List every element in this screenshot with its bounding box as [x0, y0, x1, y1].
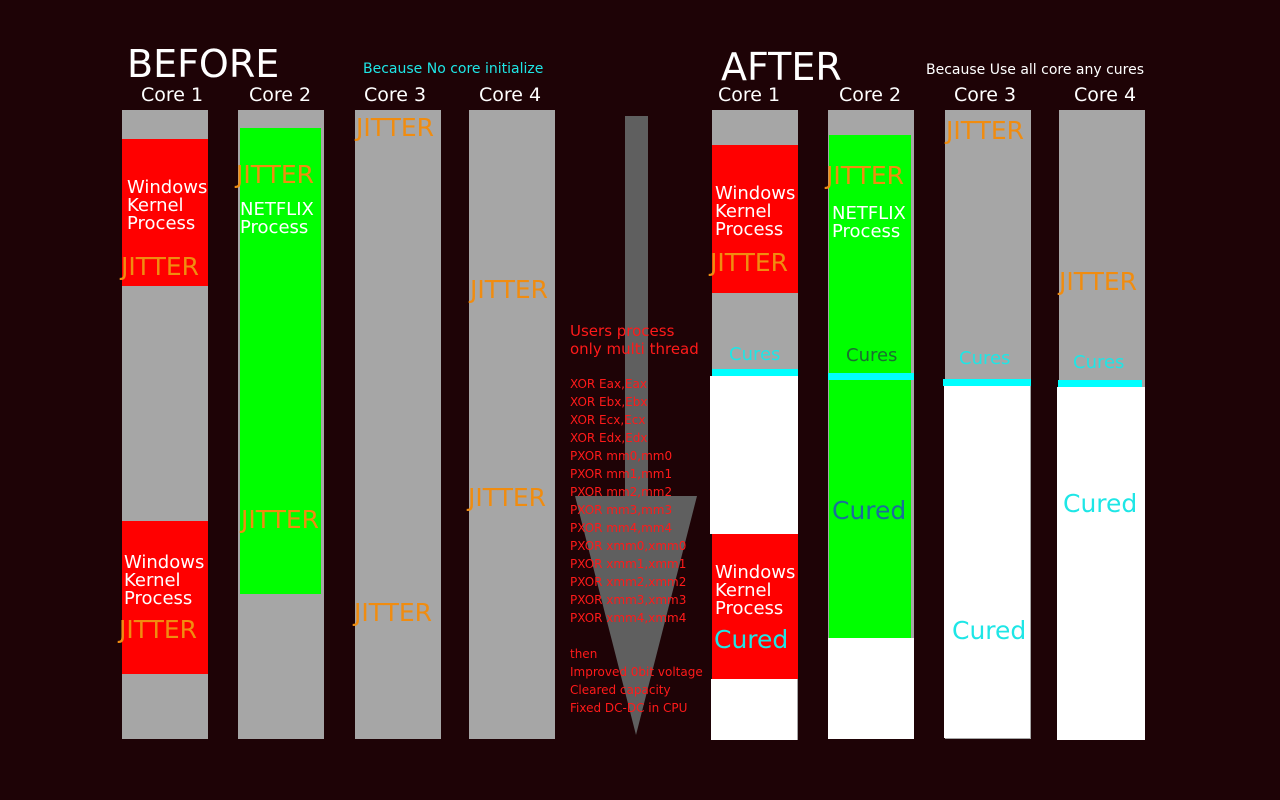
after-core-1-column: Windows Kernel Process JITTER Cures Wind… [710, 110, 798, 740]
after-core-2-cured-block: Cured [829, 380, 911, 638]
result-line: Improved 0bit voltage [570, 665, 703, 679]
cured-label: Cured [832, 496, 907, 525]
after-core-3-cured-block: Cured [944, 386, 1030, 738]
before-core-1-windows-block-top: Windows Kernel Process JITTER [121, 139, 208, 286]
cures-bar [828, 373, 914, 380]
jitter-label: JITTER [468, 483, 547, 512]
after-core-2-column: JITTER NETFLIX Process Cures Cured [826, 110, 914, 739]
jitter-label: JITTER [710, 248, 789, 277]
before-core-1-label: Core 1 [141, 84, 204, 106]
after-core-3-label: Core 3 [954, 84, 1017, 106]
instruction-line: XOR Ecx,Ecx [570, 413, 646, 427]
jitter-label: JITTER [121, 252, 200, 281]
instruction-list: XOR Eax,Eax XOR Ebx,Ebx XOR Ecx,Ecx XOR … [570, 375, 703, 717]
instruction-line: PXOR xmm4,xmm4 [570, 611, 687, 625]
before-core-1-windows-block-bottom: Windows Kernel Process JITTER [119, 521, 208, 674]
then-label: then [570, 647, 598, 661]
jitter-label: JITTER [354, 598, 433, 627]
jitter-label: JITTER [1059, 267, 1138, 296]
after-core-2-netflix-block: JITTER NETFLIX Process Cures [826, 135, 911, 373]
users-process-title: Users process only multi thread [570, 322, 699, 358]
after-heading: AFTER [721, 45, 842, 89]
before-core-3-column: JITTER JITTER [354, 110, 441, 739]
cures-bar [1058, 380, 1142, 387]
before-note: Because No core initialize [363, 61, 544, 77]
before-core-2-netflix-block: JITTER NETFLIX Process JITTER [236, 128, 321, 594]
instruction-line: XOR Edx,Edx [570, 431, 648, 445]
after-core-1-windows-block-top: Windows Kernel Process JITTER [710, 145, 798, 293]
cured-label: Cured [1063, 489, 1138, 518]
after-core-4-cured-block: Cured [1057, 387, 1145, 740]
after-core-2-label: Core 2 [839, 84, 902, 106]
jitter-label: JITTER [470, 275, 549, 304]
instruction-line: PXOR xmm2,xmm2 [570, 575, 687, 589]
before-core-1-column: Windows Kernel Process JITTER Windows Ke… [119, 110, 208, 739]
result-line: Cleared capacity [570, 683, 671, 697]
after-core-1-windows-block-bottom: Windows Kernel Process Cured [712, 534, 798, 679]
result-line: Fixed DC-DC in CPU [570, 701, 688, 715]
instruction-line: PXOR mm2,mm2 [570, 485, 673, 499]
after-note: Because Use all core any cures [926, 62, 1145, 78]
netflix-process-label: NETFLIX Process [240, 199, 314, 238]
cures-label: Cures [846, 345, 898, 366]
after-core-1-cured-block [710, 376, 798, 534]
instruction-line: PXOR mm4,mm4 [570, 521, 673, 535]
instruction-line: PXOR mm0,mm0 [570, 449, 673, 463]
netflix-process-label: NETFLIX Process [832, 203, 906, 242]
instruction-line: PXOR mm1,mm1 [570, 467, 673, 481]
after-core-1-cured-block-bottom [711, 679, 797, 740]
instruction-line: PXOR xmm3,xmm3 [570, 593, 687, 607]
instruction-line: XOR Ebx,Ebx [570, 395, 648, 409]
jitter-label: JITTER [119, 615, 198, 644]
jitter-label: JITTER [356, 113, 435, 142]
before-core-2-column: JITTER NETFLIX Process JITTER [236, 110, 324, 739]
jitter-label: JITTER [826, 161, 905, 190]
cures-label: Cures [1073, 352, 1125, 373]
windows-kernel-process-label: Windows Kernel Process [127, 177, 208, 234]
jitter-label: JITTER [241, 505, 320, 534]
instruction-line: PXOR xmm1,xmm1 [570, 557, 687, 571]
before-core-3-label: Core 3 [364, 84, 427, 106]
cured-label: Cured [714, 625, 789, 654]
instruction-line: PXOR mm3,mm3 [570, 503, 673, 517]
cures-label: Cures [959, 348, 1011, 369]
cured-label: Cured [952, 616, 1027, 645]
cures-label: Cures [729, 344, 781, 365]
instruction-line: PXOR xmm0,xmm0 [570, 539, 687, 553]
instruction-line: XOR Eax,Eax [570, 377, 647, 391]
cures-bar [943, 379, 1031, 386]
windows-kernel-process-label: Windows Kernel Process [715, 183, 796, 240]
after-core-4-column: JITTER Cures Cured [1057, 110, 1145, 740]
before-heading: BEFORE [127, 42, 280, 86]
windows-kernel-process-label: Windows Kernel Process [124, 552, 205, 609]
before-core-4-column: JITTER JITTER [468, 110, 555, 739]
before-core-4-label: Core 4 [479, 84, 542, 106]
jitter-label: JITTER [236, 160, 315, 189]
jitter-label: JITTER [946, 116, 1025, 145]
after-core-2-white-block [828, 638, 914, 739]
before-core-2-label: Core 2 [249, 84, 312, 106]
after-core-3-column: JITTER Cures Cured [943, 110, 1031, 739]
windows-kernel-process-label: Windows Kernel Process [715, 562, 796, 619]
cures-bar [712, 369, 798, 376]
after-core-4-label: Core 4 [1074, 84, 1137, 106]
after-core-1-label: Core 1 [718, 84, 781, 106]
